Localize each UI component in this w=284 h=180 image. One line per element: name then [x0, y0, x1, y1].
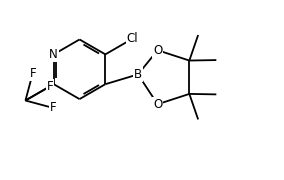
Text: O: O — [153, 44, 162, 57]
Text: F: F — [47, 80, 53, 93]
Text: N: N — [49, 48, 58, 61]
Text: Cl: Cl — [127, 32, 138, 45]
Text: F: F — [50, 101, 56, 114]
Text: B: B — [134, 68, 142, 81]
Text: F: F — [30, 67, 36, 80]
Text: O: O — [153, 98, 162, 111]
